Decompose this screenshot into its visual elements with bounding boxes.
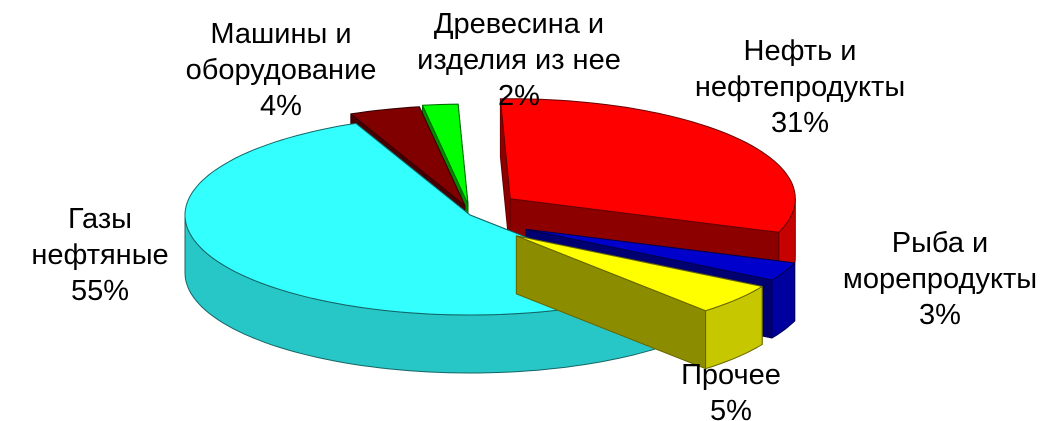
- slice-value-label: 3%: [919, 299, 961, 331]
- slice-label-2: Прочее 5%: [681, 359, 781, 421]
- slice-name-line: морепродукты: [843, 263, 1037, 295]
- slice-name-line: изделия из нее: [417, 44, 621, 76]
- slice-value-label: 4%: [260, 90, 302, 122]
- slice-name-line: нефтяные: [31, 239, 168, 271]
- slice-label-1: Рыба и морепродукты 3%: [843, 227, 1037, 331]
- slice-label-3: Газы нефтяные 55%: [31, 203, 168, 307]
- slice-label-5: Древесина и изделия из нее 2%: [417, 8, 621, 112]
- pie-slice-0-top: [499, 98, 796, 233]
- slice-value-label: 55%: [71, 275, 129, 307]
- slice-label-4: Машины и оборудование 4%: [186, 18, 377, 122]
- pie-slice-2: [515, 235, 763, 370]
- slice-value-label: 31%: [771, 107, 829, 139]
- slice-label-0: Нефть и нефтепродукты 31%: [695, 35, 905, 139]
- pie-slices: [184, 98, 796, 374]
- slice-name-line: Рыба и: [892, 227, 989, 259]
- slice-name-line: Прочее: [681, 359, 781, 391]
- pie-labels: Нефть и нефтепродукты 31% Рыба и морепродукт…: [31, 8, 1037, 421]
- slice-value-label: 5%: [710, 395, 752, 421]
- pie-slice-2-top: [515, 235, 763, 312]
- pie-slice-5-top: [422, 103, 469, 205]
- slice-name-line: оборудование: [186, 54, 377, 86]
- pie-slice-1-top: [525, 228, 796, 281]
- slice-name-line: нефтепродукты: [695, 71, 905, 103]
- slice-name-line: Древесина и: [434, 8, 604, 40]
- slice-name-line: Машины и: [210, 18, 351, 50]
- pie-slice-4-top: [350, 106, 466, 206]
- slice-name-line: Нефть и: [744, 35, 857, 67]
- slice-name-line: Газы: [68, 203, 132, 235]
- slice-value-label: 2%: [498, 80, 540, 112]
